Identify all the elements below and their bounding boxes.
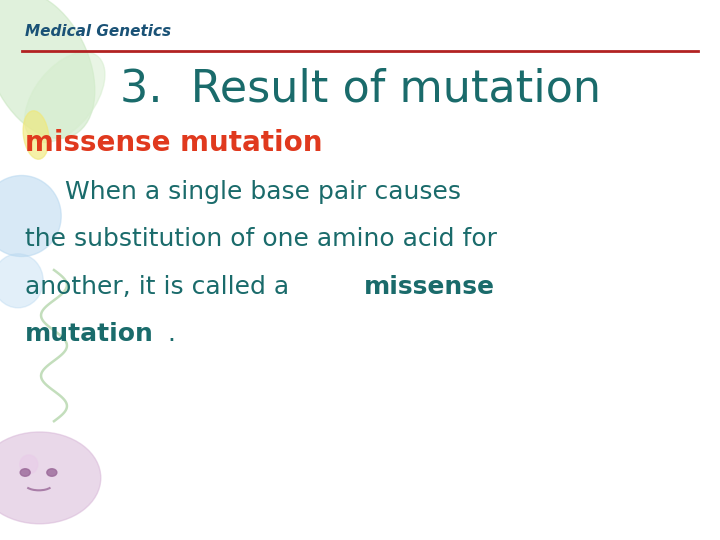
Ellipse shape bbox=[0, 176, 61, 256]
Text: the substitution of one amino acid for: the substitution of one amino acid for bbox=[25, 227, 498, 251]
Circle shape bbox=[47, 469, 57, 476]
Text: When a single base pair causes: When a single base pair causes bbox=[65, 180, 461, 204]
Text: missense mutation: missense mutation bbox=[25, 129, 323, 157]
Ellipse shape bbox=[0, 254, 43, 308]
Circle shape bbox=[0, 432, 101, 524]
Text: 3.  Result of mutation: 3. Result of mutation bbox=[120, 68, 600, 111]
Text: another, it is called a: another, it is called a bbox=[25, 275, 297, 299]
Text: missense: missense bbox=[364, 275, 495, 299]
Ellipse shape bbox=[19, 455, 37, 474]
Text: mutation: mutation bbox=[25, 322, 154, 346]
Circle shape bbox=[20, 469, 30, 476]
Text: Medical Genetics: Medical Genetics bbox=[25, 24, 171, 39]
Text: .: . bbox=[167, 322, 175, 346]
Ellipse shape bbox=[23, 111, 49, 159]
Ellipse shape bbox=[0, 0, 95, 138]
Ellipse shape bbox=[24, 52, 105, 143]
